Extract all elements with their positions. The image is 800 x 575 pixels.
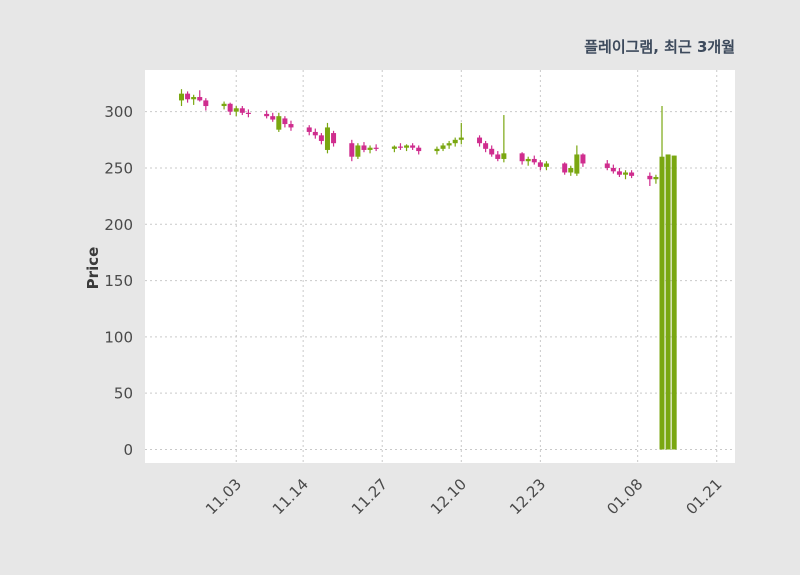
x-tick-label: 11.27 <box>348 475 391 518</box>
candle-body <box>324 127 330 150</box>
candle-body <box>233 108 239 112</box>
y-tick-label: 200 <box>104 216 133 234</box>
candle-body <box>525 158 531 162</box>
y-tick-label: 250 <box>104 159 133 177</box>
candle-body <box>312 131 318 136</box>
candle-body <box>616 171 622 175</box>
candle-body <box>610 167 616 172</box>
candle-body <box>306 127 312 132</box>
candle-body <box>264 113 270 117</box>
candle-body <box>288 124 294 128</box>
candle-body <box>458 137 464 140</box>
candle-body <box>282 118 288 125</box>
candle-body <box>270 116 276 120</box>
candle-body <box>659 156 665 450</box>
candle-body <box>318 135 324 141</box>
candle-body <box>355 145 361 157</box>
x-tick-label: 01.21 <box>682 475 725 518</box>
candle-body <box>397 146 403 148</box>
candle-body <box>653 176 659 180</box>
candle-body <box>203 100 209 107</box>
candle-body <box>483 143 489 149</box>
candle-body <box>446 143 452 146</box>
candle-body <box>178 93 184 101</box>
candle-body <box>604 163 610 168</box>
x-tick-label: 12.23 <box>506 475 549 518</box>
candle-body <box>562 163 568 173</box>
y-tick-label: 300 <box>104 103 133 121</box>
candle-body <box>416 147 422 152</box>
y-tick-label: 150 <box>104 272 133 290</box>
candle-body <box>373 147 379 149</box>
candle-body <box>361 145 367 150</box>
candle-body <box>477 137 483 144</box>
candle-body <box>568 167 574 173</box>
candle-body <box>197 97 203 101</box>
candle-body <box>245 112 251 114</box>
candle-body <box>671 155 677 450</box>
x-tick-label: 11.14 <box>269 475 312 518</box>
x-tick-label: 12.10 <box>427 475 470 518</box>
candle-body <box>227 103 233 112</box>
candle-body <box>410 145 416 148</box>
candle-body <box>349 143 355 157</box>
candle-body <box>404 145 410 148</box>
y-tick-label: 0 <box>123 441 133 459</box>
candle-body <box>543 163 549 167</box>
candle-body <box>623 172 629 175</box>
candle-body <box>276 116 282 130</box>
candle-body <box>574 154 580 174</box>
candle-body <box>501 153 507 159</box>
candle-body <box>495 154 501 159</box>
plot-group: 0 50 100 150 200 250 300 11.03 11.14 11.27 12.10 12… <box>104 70 735 518</box>
candle-body <box>221 103 227 107</box>
candle-body <box>331 133 337 144</box>
candle-body <box>367 147 373 150</box>
candle-body <box>239 108 245 113</box>
candle-body <box>434 148 440 152</box>
candle-body <box>531 158 537 163</box>
candle-body <box>629 172 635 176</box>
candle-body <box>580 154 586 164</box>
candle-body <box>489 148 495 155</box>
candle-body <box>440 145 446 149</box>
plot-background <box>145 70 735 463</box>
candle-body <box>519 153 525 162</box>
y-axis-label: Price <box>84 247 102 290</box>
x-tick-label: 11.03 <box>202 475 245 518</box>
x-tick-label: 01.08 <box>603 475 646 518</box>
y-tick-label: 100 <box>104 328 133 346</box>
candle-body <box>185 93 191 100</box>
candle-body <box>191 97 197 100</box>
candle-body <box>391 146 397 149</box>
y-tick-label: 50 <box>114 385 133 403</box>
candle-body <box>452 139 458 144</box>
candle-body <box>537 162 543 167</box>
candle-body <box>647 175 653 180</box>
chart-title: 플레이그램, 최근 3개월 <box>584 38 735 56</box>
candle-body <box>665 154 671 450</box>
